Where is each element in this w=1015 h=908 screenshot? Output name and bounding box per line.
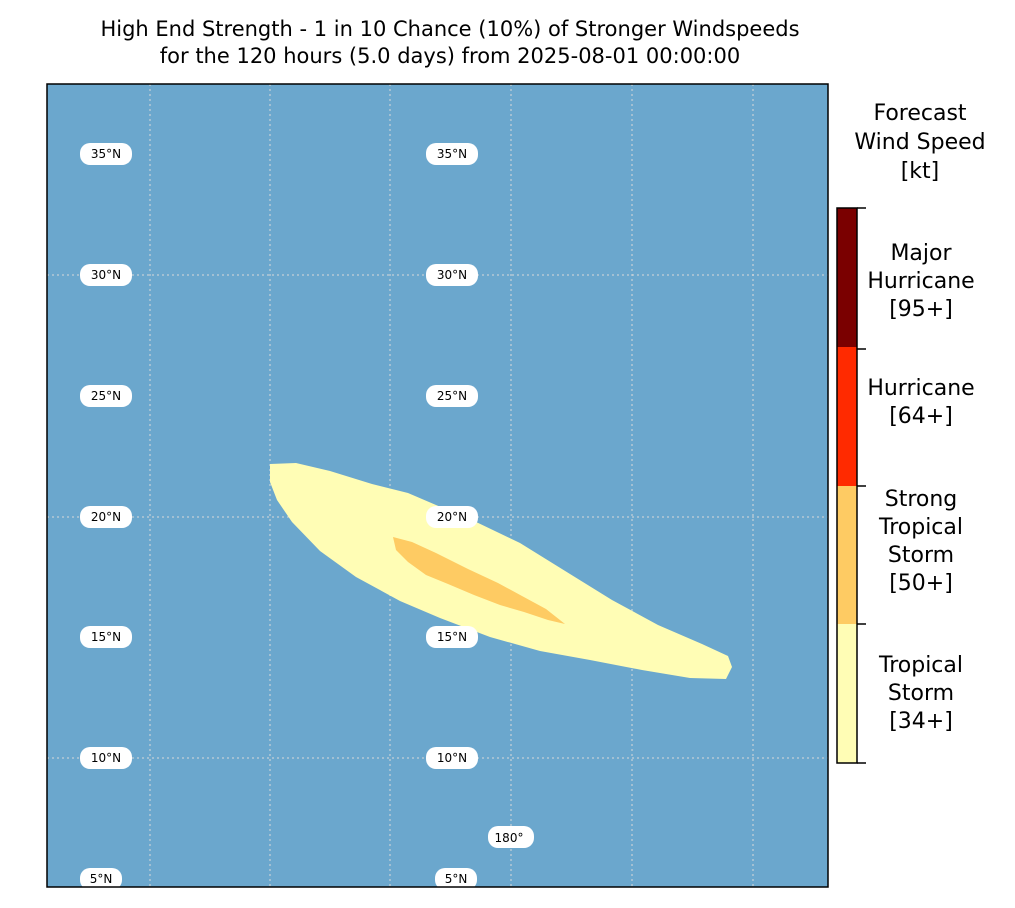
colorbar [836,207,866,764]
colorbar-strong-tropical-storm [837,486,857,624]
lat-label: 25°N [437,389,467,403]
colorbar-tropical-storm [837,624,857,763]
map-frame [46,83,829,888]
lat-label: 5°N [445,872,468,886]
lat-label: 35°N [437,147,467,161]
colorbar-ticks [857,207,866,764]
lon-label: 180° [488,826,534,848]
tropical-storm-swath [270,463,732,679]
lat-label: 30°N [91,268,121,282]
legend-hurricane: Hurricane [64+] [867,376,975,429]
gridlines [47,84,828,887]
lat-label: 30°N [437,268,467,282]
legend-strong-tropical-storm: Strong Tropical Storm [50+] [879,487,963,596]
lat-label: 25°N [91,389,121,403]
legend-tropical-storm: Tropical Storm [34+] [879,653,963,734]
svg-text:180°: 180° [495,831,524,845]
lat-label: 20°N [91,510,121,524]
legend-major-hurricane: Major Hurricane [95+] [867,241,975,322]
strong-tropical-storm-swath [393,537,565,624]
lat-label: 10°N [437,751,467,765]
colorbar-title: Forecast Wind Speed [kt] [854,101,986,184]
colorbar-hurricane [837,347,857,486]
lat-labels-center: 35°N 30°N 25°N 20°N 15°N 10°N 5°N [426,143,478,890]
title-line-1: High End Strength - 1 in 10 Chance (10%)… [100,17,800,41]
lat-label: 5°N [90,872,113,886]
lat-label: 15°N [91,630,121,644]
lat-labels-left: 35°N 30°N 25°N 20°N 15°N 10°N 5°N [80,143,132,890]
colorbar-major-hurricane [837,208,857,347]
lat-label: 20°N [437,510,467,524]
title-line-2: for the 120 hours (5.0 days) from 2025-0… [159,44,741,68]
chart-title: High End Strength - 1 in 10 Chance (10%)… [0,16,900,70]
lat-label: 10°N [91,751,121,765]
lat-label: 35°N [91,147,121,161]
lat-label: 15°N [437,630,467,644]
